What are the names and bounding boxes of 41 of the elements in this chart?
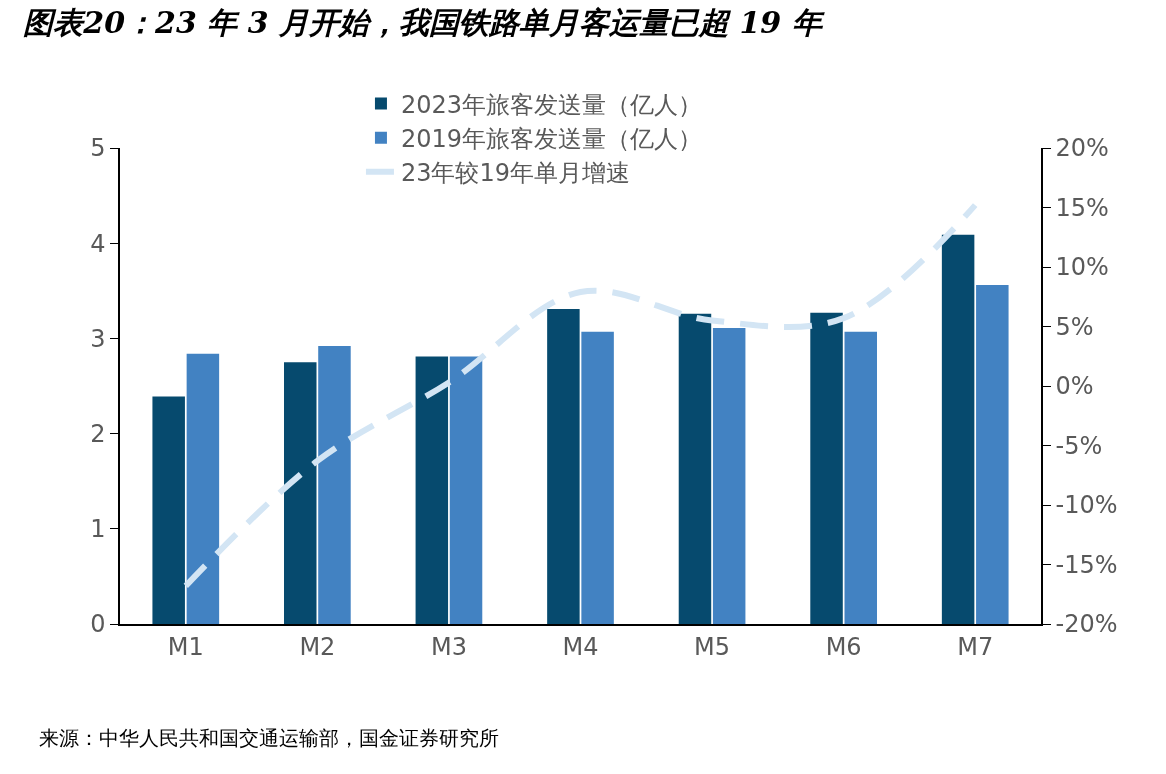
bar <box>810 312 843 624</box>
bar <box>152 396 185 624</box>
y2-tick-label: 5% <box>1055 312 1094 341</box>
chart-title: 图表20：23 年 3 月开始，我国铁路单月客运量已超 19 年 <box>23 4 825 40</box>
bar <box>547 308 580 624</box>
x-tick-label: M3 <box>430 632 467 661</box>
y-tick-label: 4 <box>90 229 106 258</box>
bar <box>186 353 220 624</box>
legend-label: 23年较19年单月增速 <box>400 159 631 188</box>
bar <box>415 356 449 624</box>
y2-tick-label: 0% <box>1055 372 1094 401</box>
bar <box>284 362 317 624</box>
y-tick-label: 0 <box>90 610 106 639</box>
legend-label: 2019年旅客发送量（亿人） <box>400 125 703 154</box>
x-tick-label: M5 <box>694 632 731 661</box>
legend-label: 2023年旅客发送量（亿人） <box>400 90 703 119</box>
y2-tick-label: -10% <box>1055 491 1118 520</box>
bar <box>976 285 1009 624</box>
y2-tick-label: 15% <box>1055 193 1109 222</box>
bar <box>712 327 746 624</box>
bar <box>449 356 483 624</box>
y-tick-label: 1 <box>90 515 106 544</box>
bar <box>941 234 975 624</box>
bar <box>844 331 877 624</box>
x-tick-label: M7 <box>957 632 994 661</box>
bar <box>678 313 712 624</box>
bar <box>581 331 614 624</box>
y-tick-label: 2 <box>90 420 106 448</box>
x-tick-label: M1 <box>167 632 204 661</box>
x-tick-label: M4 <box>562 632 599 661</box>
x-tick-label: M6 <box>825 632 862 661</box>
y-tick-label: 3 <box>90 324 106 353</box>
y2-tick-label: -5% <box>1055 431 1103 460</box>
y2-tick-label: 20% <box>1055 134 1109 163</box>
y2-tick-label: 10% <box>1055 253 1109 282</box>
y2-tick-label: -15% <box>1055 550 1118 579</box>
y2-tick-label: -20% <box>1055 610 1118 639</box>
y-tick-label: 5 <box>90 134 106 163</box>
bar <box>318 346 351 624</box>
source-note: 来源：中华人民共和国交通运输部，国金证券研究所 <box>39 726 499 750</box>
x-tick-label: M2 <box>299 632 336 661</box>
